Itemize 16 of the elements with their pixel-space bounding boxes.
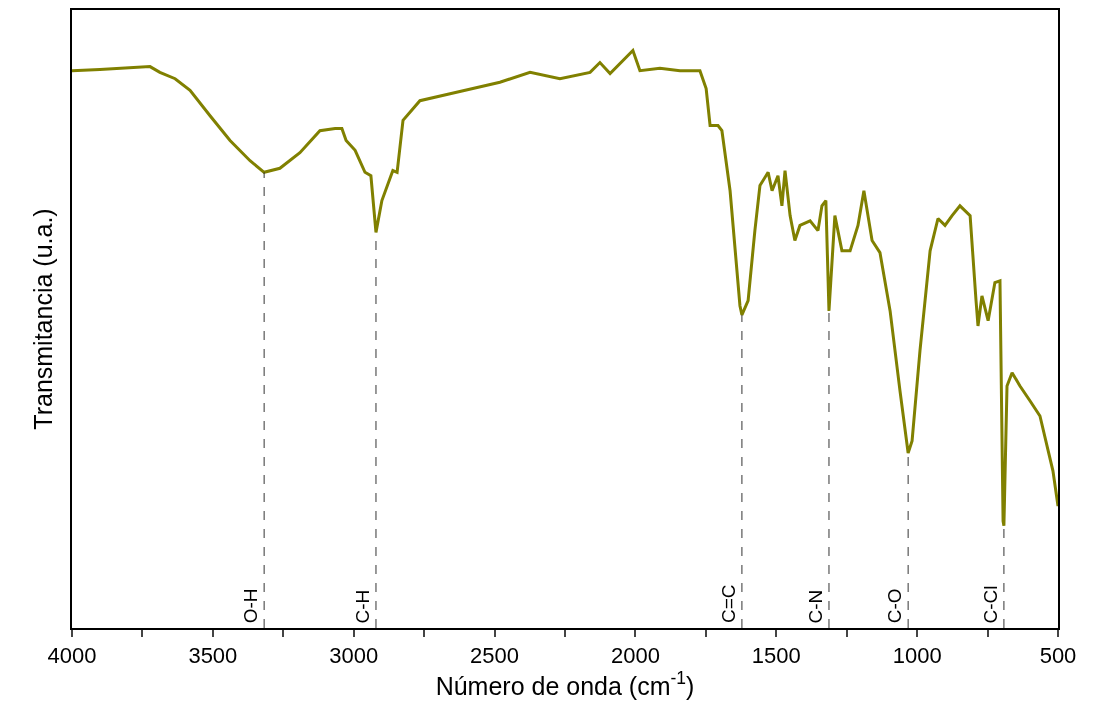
x-tick-label: 2000	[610, 643, 660, 669]
ref-line-label: C-N	[805, 589, 827, 624]
x-tick-label: 1000	[892, 643, 942, 669]
ref-line-label: C-O	[884, 588, 906, 624]
x-tick-label: 500	[1039, 643, 1077, 669]
x-tick-label: 2500	[470, 643, 520, 669]
x-tick-label: 4000	[47, 643, 97, 669]
x-axis-title: Número de onda (cm$^{-1}$)	[435, 668, 695, 700]
x-tick-label: 1500	[751, 643, 801, 669]
ref-line-label: O-H	[240, 588, 262, 624]
y-axis-title: Transmitancia (u.a.)	[29, 208, 58, 430]
x-tick-label: 3500	[188, 643, 238, 669]
ref-line-label: C=C	[717, 584, 739, 624]
ref-line-label: C-Cl	[980, 585, 1002, 624]
x-tick-label: 3000	[329, 643, 379, 669]
ref-line-label: C-H	[352, 589, 374, 624]
